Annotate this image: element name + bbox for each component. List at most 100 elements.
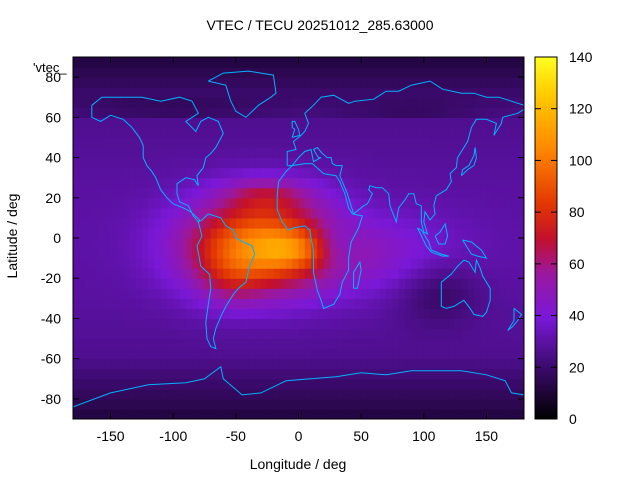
heat-cell [323, 67, 331, 78]
heat-cell [285, 248, 293, 259]
heat-cell [461, 268, 469, 279]
heat-cell [279, 328, 287, 340]
heat-cell [229, 217, 237, 229]
heat-cell [110, 268, 118, 279]
heat-cell [417, 107, 425, 118]
heat-cell [160, 217, 168, 229]
heat-cell [173, 268, 181, 279]
heat-cell [517, 278, 524, 289]
heat-cell [411, 368, 419, 380]
heat-cell [505, 328, 513, 340]
heat-cell [85, 318, 93, 330]
heat-cell [173, 408, 181, 419]
heat-cell [492, 227, 500, 239]
heat-cell [267, 157, 275, 169]
heat-cell [336, 87, 343, 98]
heat-cell [229, 358, 237, 370]
heat-cell [229, 298, 237, 309]
heat-cell [329, 87, 337, 98]
heat-cell [135, 248, 143, 259]
heat-cell [448, 278, 456, 289]
heat-cell [267, 107, 275, 118]
heat-cell [135, 348, 143, 360]
heat-cell [79, 238, 87, 249]
heat-cell [361, 338, 368, 350]
heat-cell [235, 207, 243, 219]
heat-cell [229, 57, 237, 68]
heat-cell [486, 127, 494, 139]
heat-cell [336, 348, 343, 360]
heat-cell [467, 207, 475, 219]
heat-cell [354, 378, 362, 390]
heat-cell [511, 187, 519, 199]
heat-cell [141, 227, 149, 239]
heat-cell [123, 87, 130, 98]
heat-cell [166, 328, 174, 340]
heat-cell [254, 207, 262, 219]
heat-cell [160, 308, 168, 320]
heat-cell [148, 368, 156, 380]
heat-cell [166, 97, 174, 108]
heat-cell [423, 368, 431, 380]
heat-cell [423, 67, 431, 78]
heat-cell [154, 258, 162, 269]
coastline-australia [440, 258, 491, 317]
heat-cell [160, 368, 168, 380]
heat-cell [423, 258, 431, 269]
heat-cell [248, 217, 256, 229]
heat-cell [379, 278, 387, 289]
heat-cell [273, 258, 281, 269]
heat-cell [229, 177, 237, 189]
heat-cell [248, 318, 256, 330]
heat-cell [273, 328, 281, 340]
heat-cell [248, 67, 256, 78]
heat-cell [505, 147, 513, 159]
heat-cell [123, 157, 130, 169]
heat-cell [311, 358, 318, 370]
heat-cell [154, 408, 162, 419]
heat-cell [336, 368, 343, 380]
heat-cell [173, 258, 181, 269]
heat-cell [154, 278, 162, 289]
legend-key: 'vtec_ [33, 60, 67, 75]
heat-cell [492, 77, 500, 88]
heat-cell [455, 258, 462, 269]
heat-cell [79, 358, 87, 370]
heat-cell [192, 298, 199, 309]
heat-cell [235, 127, 243, 139]
heat-cell [223, 227, 231, 239]
heat-cell [260, 288, 268, 299]
heat-cell [323, 117, 331, 128]
heat-cell [110, 97, 118, 108]
heat-cell [192, 368, 199, 380]
heat-cell [185, 298, 193, 309]
heat-cell [386, 177, 394, 189]
heat-cell [392, 348, 400, 360]
heat-cell [430, 117, 437, 128]
heat-cell [498, 87, 506, 98]
heat-cell [373, 298, 381, 309]
heat-cell [285, 87, 293, 98]
heat-cell [311, 238, 318, 249]
heat-cell [473, 207, 481, 219]
heat-cell [73, 278, 80, 289]
heat-cell [242, 107, 249, 118]
heat-cell [486, 328, 494, 340]
heat-cell [204, 368, 212, 380]
heat-cell [480, 238, 488, 249]
heat-cell [361, 298, 368, 309]
heat-cell [204, 207, 212, 219]
heat-cell [166, 197, 174, 209]
heat-cell [411, 348, 419, 360]
heat-cell [248, 137, 256, 149]
heat-cell [304, 318, 312, 330]
heat-cell [461, 308, 469, 320]
heat-cell [229, 117, 237, 128]
heat-cell [116, 238, 124, 249]
heat-cell [217, 137, 224, 149]
heat-cell [342, 197, 350, 209]
heat-cell [473, 217, 481, 229]
heat-cell [404, 378, 412, 390]
heat-cell [373, 197, 381, 209]
heat-cell [204, 157, 212, 169]
